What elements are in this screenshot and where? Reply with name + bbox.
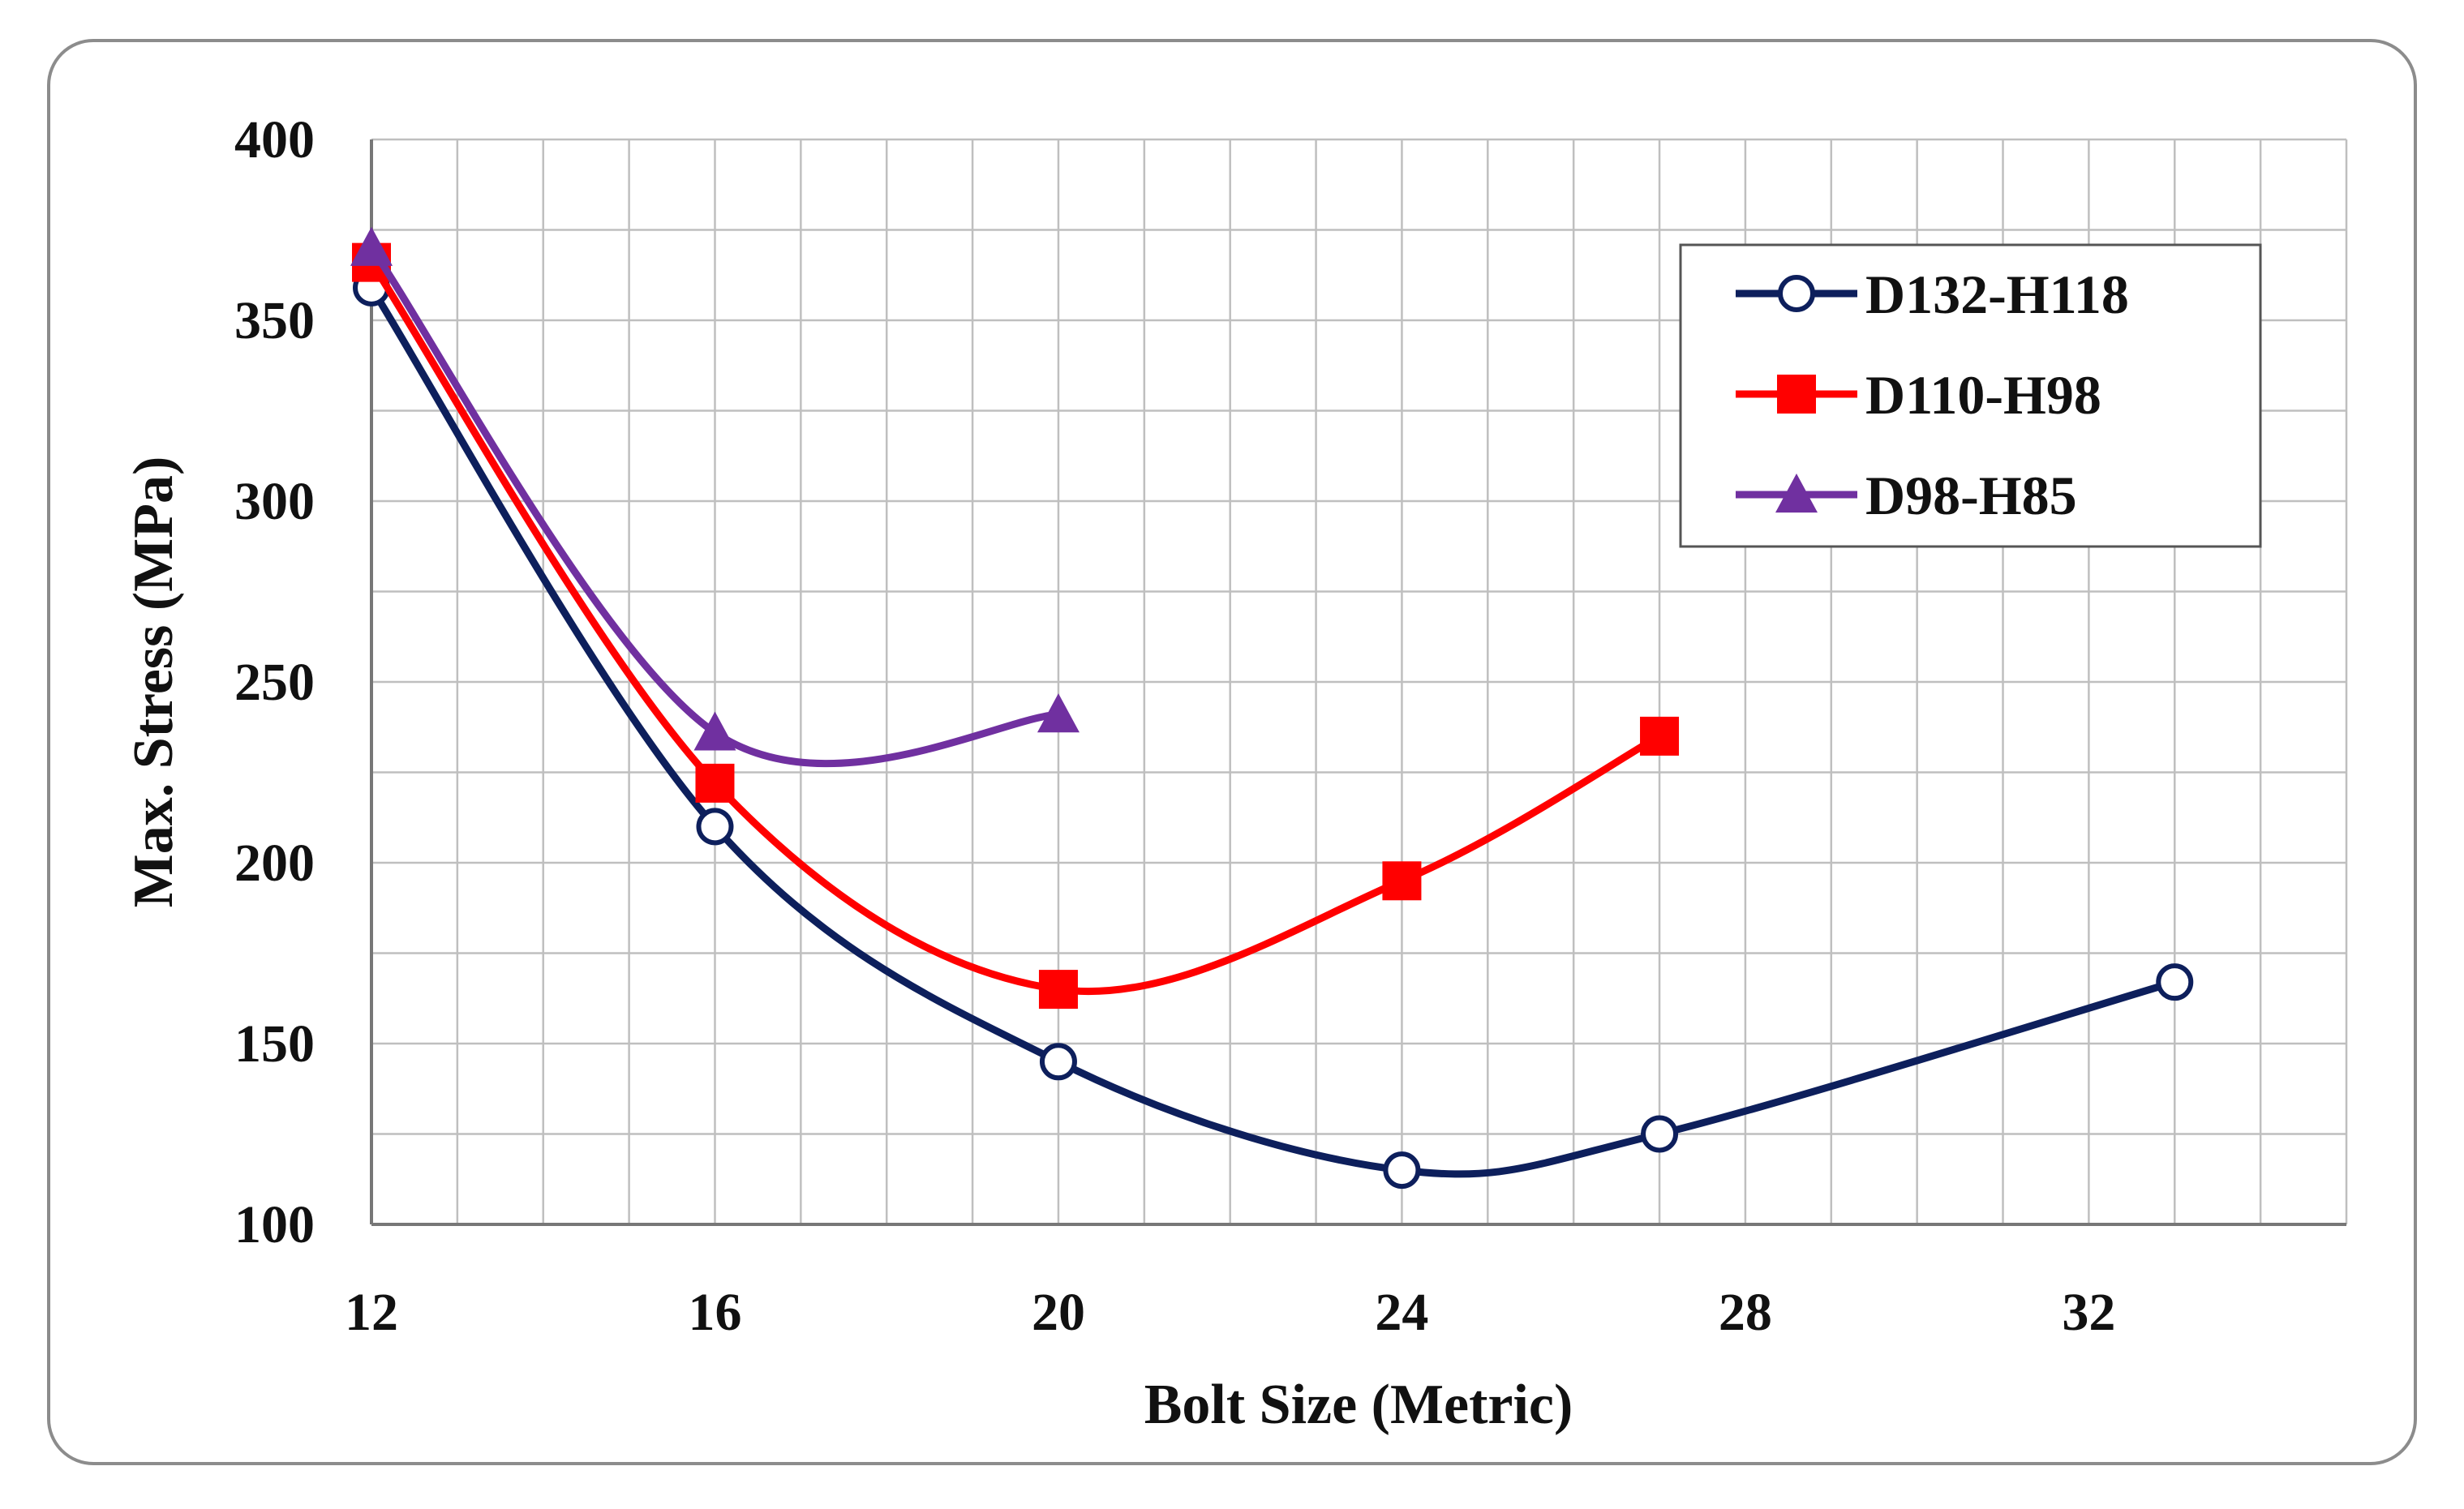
data-point: [695, 763, 735, 803]
x-tick-labels: 12 16 20 24 28 32: [345, 1283, 2115, 1342]
legend: D132-H118 D110-H98 D98-H85: [1679, 243, 2262, 548]
data-point: [1037, 693, 1080, 733]
y-axis-title: Max. Stress (MPa): [122, 457, 185, 908]
legend-label: D110-H98: [1865, 364, 2101, 426]
x-tick-label: 28: [1719, 1283, 1772, 1342]
x-tick-label: 16: [688, 1283, 741, 1342]
legend-marker: [1778, 275, 1815, 312]
legend-item: D132-H118: [1736, 264, 2129, 325]
legend-item: D98-H85: [1736, 465, 2077, 526]
y-tick-label: 100: [234, 1195, 315, 1254]
y-tick-label: 250: [234, 653, 315, 712]
y-tick-label: 400: [234, 110, 315, 169]
series-D98-H85: [350, 226, 1080, 767]
data-point: [696, 808, 734, 846]
legend-marker: [1775, 474, 1818, 513]
x-tick-label: 32: [2062, 1283, 2115, 1342]
data-point: [350, 226, 393, 266]
data-point: [1640, 716, 1680, 756]
legend-label: D132-H118: [1865, 264, 2129, 325]
series-line: [367, 284, 2179, 1178]
x-axis-title: Bolt Size (Metric): [1144, 1374, 1573, 1436]
series-line: [367, 259, 1663, 996]
y-tick-label: 150: [234, 1014, 315, 1074]
y-tick-labels: 100 150 200 250 300 350 400: [234, 110, 315, 1254]
y-tick-label: 350: [234, 291, 315, 350]
data-point: [1039, 1043, 1077, 1081]
series: [350, 226, 2194, 1190]
y-tick-label: 300: [234, 472, 315, 531]
data-point: [1641, 1115, 1679, 1153]
data-point: [2156, 963, 2194, 1001]
data-point: [1383, 1151, 1421, 1190]
legend-label: D98-H85: [1865, 465, 2077, 526]
legend-item: D110-H98: [1736, 364, 2101, 426]
series-line: [367, 244, 1062, 767]
y-tick-label: 200: [234, 834, 315, 893]
data-point: [1382, 861, 1422, 901]
x-tick-label: 12: [345, 1283, 398, 1342]
legend-marker: [1777, 375, 1816, 414]
data-point: [693, 711, 736, 751]
data-point: [1038, 970, 1078, 1010]
x-tick-label: 20: [1032, 1283, 1085, 1342]
x-tick-label: 24: [1375, 1283, 1428, 1342]
